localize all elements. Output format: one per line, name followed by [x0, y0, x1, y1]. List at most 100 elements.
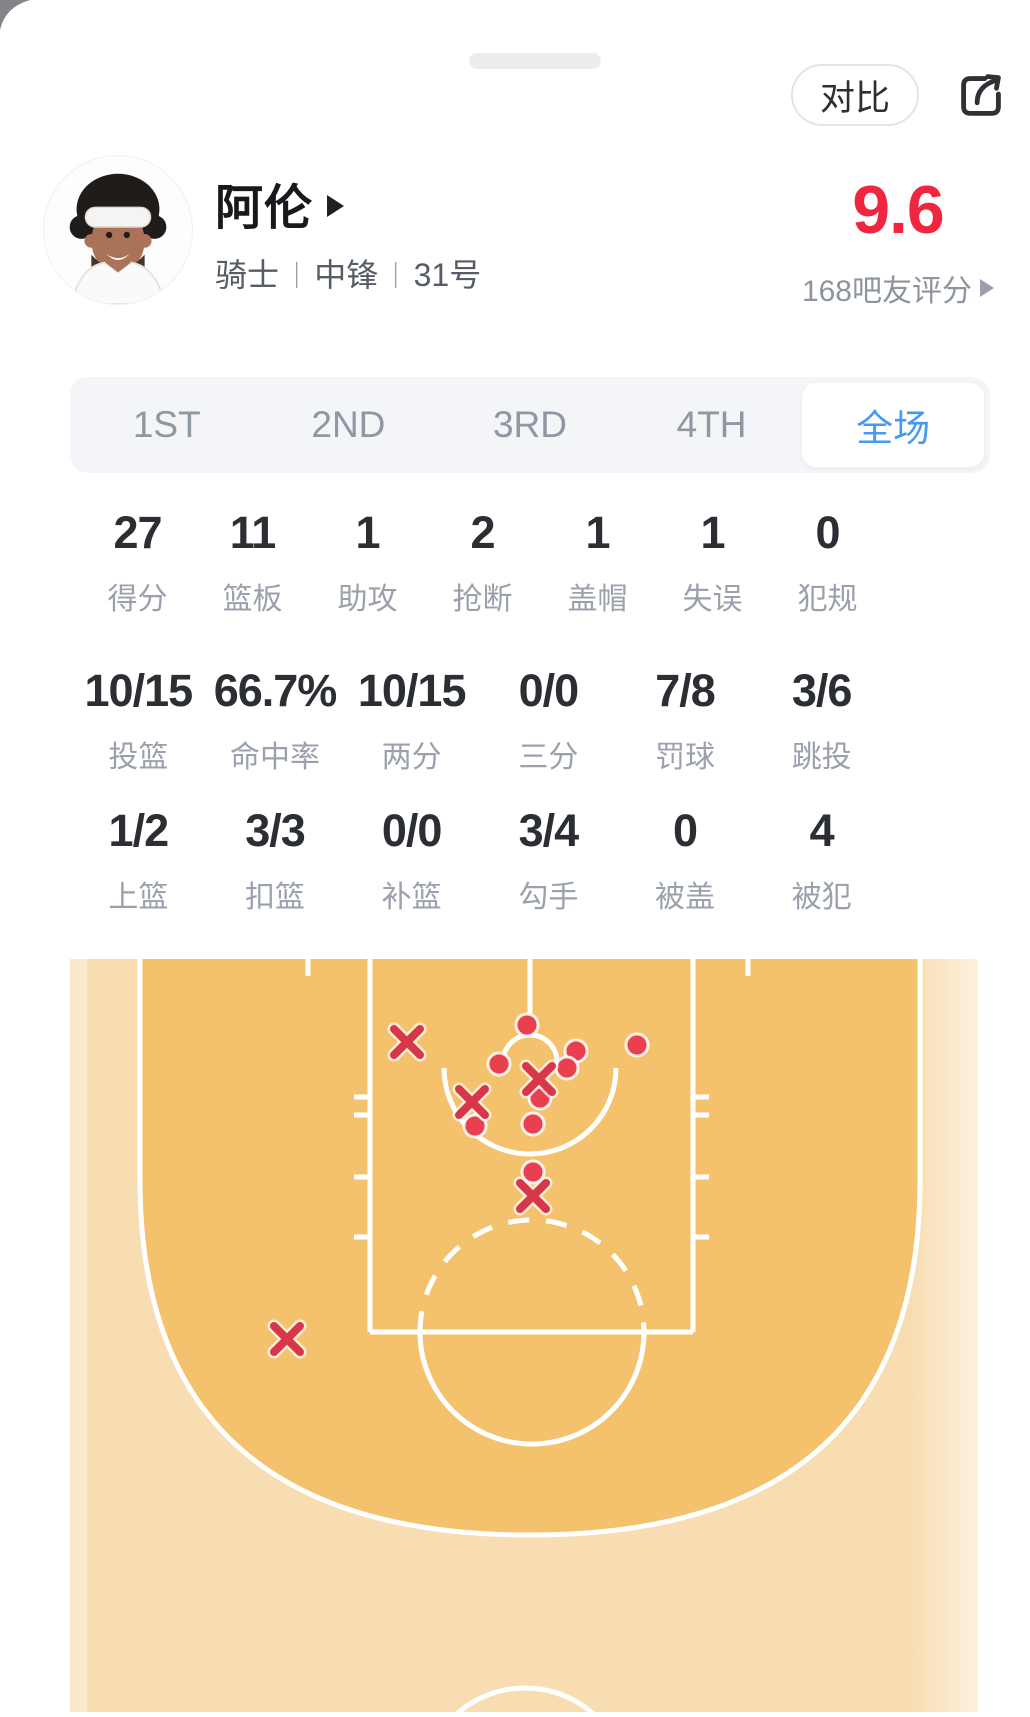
stat-value: 3/4	[518, 805, 580, 856]
stat-label: 被犯	[791, 880, 852, 914]
made-shot-dot	[554, 1055, 580, 1081]
player-meta-line: 骑士 | 中锋 | 31号	[215, 250, 481, 296]
court-svg	[70, 959, 978, 1717]
stat-抢断: 2 抢断	[425, 508, 540, 618]
stat-value: 11	[229, 507, 277, 558]
share-icon	[961, 74, 1001, 116]
lane-hash-marks	[354, 1094, 709, 1240]
stat-被盖: 0 被盖	[617, 806, 754, 916]
stat-value: 27	[113, 507, 162, 558]
tab-1ST[interactable]: 1ST	[132, 404, 201, 445]
stat-label: 上篮	[108, 880, 169, 914]
caret-right-icon	[327, 195, 345, 217]
stat-value: 66.7%	[213, 665, 338, 716]
shot-chart	[70, 959, 978, 1717]
player-photo	[44, 156, 192, 304]
stat-value: 0/0	[518, 665, 580, 716]
free-throw-circle-dashed	[417, 1217, 647, 1333]
stat-label: 勾手	[518, 880, 579, 914]
stat-罚球: 7/8 罚球	[617, 666, 754, 776]
separator: |	[393, 257, 399, 288]
stat-label: 两分	[381, 740, 442, 774]
player-team: 骑士	[215, 257, 280, 293]
stat-label: 投篮	[108, 740, 169, 774]
missed-shot-x	[390, 1025, 424, 1059]
stat-被犯: 4 被犯	[753, 806, 890, 916]
center-circle	[449, 1685, 601, 1717]
player-name-row[interactable]: 阿伦	[215, 168, 345, 238]
stat-value: 1	[700, 507, 725, 558]
stat-label: 跳投	[791, 740, 852, 774]
missed-shot-x	[522, 1062, 556, 1096]
stat-犯规: 0 犯规	[770, 508, 885, 618]
stat-三分: 0/0 三分	[480, 666, 617, 776]
stat-value: 3/6	[791, 665, 853, 716]
stat-value: 1	[355, 507, 380, 558]
share-button[interactable]	[951, 65, 1011, 125]
separator: |	[294, 257, 299, 288]
tab-3RD[interactable]: 3RD	[492, 404, 567, 445]
stat-扣篮: 3/3 扣篮	[207, 806, 344, 916]
stat-篮板: 11 篮板	[195, 508, 310, 618]
stat-label: 失误	[682, 582, 743, 616]
stats-row-shot-types: 1/2 上篮 3/3 扣篮 0/0 补篮 3/4 勾手 0 被盖 4 被犯	[70, 806, 890, 916]
stats-row-basic: 27 得分 11 篮板 1 助攻 2 抢断 1 盖帽 1 失误 0 犯规	[80, 508, 885, 618]
stat-label: 篮板	[222, 582, 283, 616]
stat-label: 抢断	[452, 582, 513, 616]
stat-value: 1	[585, 507, 610, 558]
player-number: 31号	[413, 257, 482, 293]
lane-lines	[367, 959, 696, 1332]
stat-跳投: 3/6 跳投	[753, 666, 890, 776]
missed-shot-x	[455, 1085, 489, 1119]
sheet-corner-decoration	[0, 0, 30, 30]
sheet-drag-handle[interactable]	[469, 53, 601, 69]
tab-全场[interactable]: 全场	[802, 383, 984, 467]
stat-value: 2	[470, 507, 495, 558]
rating-caption: 168吧友评分	[801, 275, 972, 308]
stat-命中率: 66.7% 命中率	[207, 666, 344, 776]
made-shot-dot	[462, 1113, 488, 1139]
rating-block[interactable]: 9.6 168吧友评分	[802, 176, 994, 310]
header-actions: 对比	[791, 64, 1011, 126]
stat-两分: 10/15 两分	[343, 666, 480, 776]
stats-row-shooting: 10/15 投篮 66.7% 命中率 10/15 两分 0/0 三分 7/8 罚球 3/6 跳投	[70, 666, 890, 776]
baseline-hash-marks	[305, 959, 751, 976]
stat-value: 0	[815, 507, 840, 558]
rating-caption-row[interactable]: 168吧友评分	[802, 266, 994, 310]
made-shot-dot	[486, 1051, 512, 1077]
stat-value: 7/8	[655, 665, 716, 716]
missed-shot-x	[516, 1179, 550, 1213]
rating-value: 9.6	[852, 172, 945, 248]
compare-button[interactable]: 对比	[791, 64, 919, 126]
stat-label: 助攻	[337, 582, 398, 616]
tab-2ND[interactable]: 2ND	[311, 404, 386, 445]
stat-value: 3/3	[245, 805, 306, 856]
stat-label: 补篮	[381, 880, 442, 914]
stat-上篮: 1/2 上篮	[70, 806, 207, 916]
made-shot-dot	[520, 1111, 546, 1137]
quarter-tabs: 1ST 2ND 3RD 4TH 全场	[70, 377, 990, 473]
restricted-area-arc	[441, 1067, 619, 1157]
caret-right-icon	[980, 279, 994, 297]
stat-助攻: 1 助攻	[310, 508, 425, 618]
stat-value: 1/2	[108, 805, 170, 856]
stat-勾手: 3/4 勾手	[480, 806, 617, 916]
stat-value: 10/15	[357, 665, 467, 716]
made-shot-dot	[520, 1159, 546, 1185]
stat-label: 扣篮	[245, 880, 305, 914]
missed-shot-x	[270, 1322, 304, 1356]
stat-label: 被盖	[655, 880, 716, 914]
stat-label: 罚球	[655, 740, 716, 774]
made-shot-dot	[514, 1012, 540, 1038]
stat-value: 0	[673, 805, 698, 856]
player-avatar[interactable]	[43, 155, 193, 305]
tab-4TH[interactable]: 4TH	[676, 404, 747, 445]
stat-value: 4	[809, 805, 835, 856]
stat-失误: 1 失误	[655, 508, 770, 618]
player-name: 阿伦	[215, 182, 314, 235]
stat-投篮: 10/15 投篮	[70, 666, 207, 776]
stat-盖帽: 1 盖帽	[540, 508, 655, 618]
stat-label: 得分	[107, 582, 168, 616]
made-shot-dot	[624, 1032, 650, 1058]
stat-value: 0/0	[381, 805, 443, 856]
